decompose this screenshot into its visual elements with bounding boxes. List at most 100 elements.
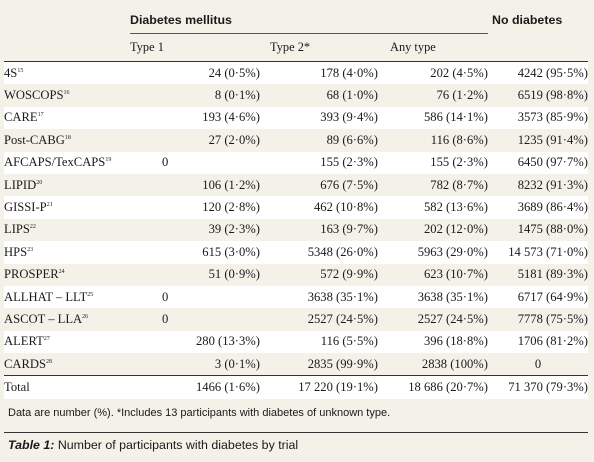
any-type-cell: 202 (12·0%) (423, 222, 488, 237)
trial-ref: 27 (43, 336, 50, 343)
table-row: LIPID20 106 (1·2%) 676 (7·5%) 782 (8·7%) 823… (4, 174, 588, 196)
trial-ref: 18 (64, 134, 71, 141)
table-row: AFCAPS/TexCAPS19 0 155 (2·3%) 155 (2·3%) 645… (4, 151, 588, 174)
any-type-cell: 5963 (29·0%) (378, 241, 488, 264)
no-diabetes-cell: 1706 (81·2%) (488, 330, 588, 354)
type1-cell: 615 (3·0%) (130, 241, 260, 264)
any-type-cell: 18 686 (20·7%) (378, 375, 488, 399)
type1-header: Type 1 (130, 40, 164, 54)
type2-cell: 5348 (26·0%) (260, 241, 378, 264)
table-row: Total 1466 (1·6%) 17 220 (19·1%) 18 686 (20… (4, 375, 588, 399)
trial-name: ASCOT – LLA (4, 311, 83, 326)
trial-name: LIPS (4, 222, 30, 237)
no-diabetes-cell: 3689 (86·4%) (488, 196, 588, 219)
diabetes-table: Diabetes mellitus No diabetes Type 1 Typ… (4, 6, 588, 399)
subheader-row: Type 1 Type 2* Any type (4, 34, 588, 62)
trial-ref: 26 (82, 313, 89, 320)
type2-cell: 178 (4·0%) (260, 61, 378, 85)
any-type-cell: 2838 (100%) (421, 356, 488, 371)
any-type-cell: 396 (18·8%) (378, 330, 488, 354)
trial-name-cell: HPS23 (4, 241, 130, 264)
no-diabetes-cell: 3573 (85·9%) (488, 106, 588, 130)
trial-ref: 20 (36, 179, 43, 186)
trial-name: ALERT (4, 334, 44, 349)
trial-ref: 19 (105, 157, 112, 164)
no-diabetes-cell: 6519 (98·8%) (517, 88, 588, 103)
type1-cell: 1466 (1·6%) (130, 375, 260, 399)
caption-divider (4, 432, 588, 433)
trial-ref: 23 (27, 246, 34, 253)
caption-label: Table 1: (8, 438, 55, 452)
no-diabetes-cell: 7778 (75·5%) (517, 311, 588, 326)
trial-name-cell: AFCAPS/TexCAPS19 (4, 151, 130, 174)
type2-cell: 116 (5·5%) (260, 330, 378, 354)
trial-ref: 24 (58, 269, 65, 276)
no-diabetes-cell: 5181 (89·3%) (517, 267, 588, 282)
trial-name-cell: CARDS28 (4, 353, 130, 376)
trial-name: HPS (4, 244, 28, 259)
trial-name-cell: LIPID20 (4, 174, 130, 196)
type1-cell: 0 (162, 311, 169, 326)
type2-cell: 676 (7·5%) (320, 177, 378, 192)
type1-cell: 0 (130, 151, 260, 174)
any-type-cell: 155 (2·3%) (378, 151, 488, 174)
trial-ref: 21 (46, 202, 53, 209)
table-row: CARDS28 3 (0·1%) 2835 (99·9%) 2838 (100%) 0 (4, 353, 588, 376)
type1-cell: 120 (2·8%) (130, 196, 260, 219)
no-diabetes-cell: 14 573 (71·0%) (488, 241, 588, 264)
trial-name-cell: Total (4, 375, 130, 399)
trial-name-cell: Post-CABG18 (4, 129, 130, 151)
no-diabetes-cell: 8232 (91·3%) (517, 177, 588, 192)
type2-cell: 155 (2·3%) (260, 151, 378, 174)
type1-cell: 39 (2·3%) (208, 222, 260, 237)
caption-text: Number of participants with diabetes by … (54, 438, 299, 452)
type1-cell: 0 (130, 285, 260, 309)
trial-name-cell: LIPS22 (4, 219, 130, 241)
trial-name-cell: 4S15 (4, 61, 130, 85)
any-type-cell: 76 (1·2%) (436, 88, 488, 103)
any-type-cell: 586 (14·1%) (378, 106, 488, 130)
trial-name: Post-CABG (4, 132, 65, 147)
type1-cell: 3 (0·1%) (214, 356, 260, 371)
type1-cell: 193 (4·6%) (130, 106, 260, 130)
type2-cell: 163 (9·7%) (320, 222, 378, 237)
table-row: ASCOT – LLA26 0 2527 (24·5%) 2527 (24·5%) 77… (4, 308, 588, 330)
type1-cell: 27 (2·0%) (208, 132, 260, 147)
no-diabetes-cell: 1475 (88·0%) (517, 222, 588, 237)
type2-cell: 68 (1·0%) (326, 88, 378, 103)
trial-ref: 15 (17, 67, 24, 74)
table-footnote: Data are number (%). *Includes 13 partic… (8, 407, 391, 419)
group-header-row: Diabetes mellitus No diabetes (4, 6, 588, 34)
type2-header: Type 2* (270, 40, 311, 54)
trial-name: WOSCOPS (4, 88, 64, 103)
any-type-cell: 3638 (35·1%) (378, 285, 488, 309)
type1-cell: 8 (0·1%) (214, 88, 260, 103)
table-body: 4S15 24 (0·5%) 178 (4·0%) 202 (4·5%) 4242 (9… (4, 61, 588, 399)
table-row: Post-CABG18 27 (2·0%) 89 (6·6%) 116 (8·6%) 1… (4, 129, 588, 151)
type2-cell: 3638 (35·1%) (260, 285, 378, 309)
trial-name-cell: ASCOT – LLA26 (4, 308, 130, 330)
table-row: HPS23 615 (3·0%) 5348 (26·0%) 5963 (29·0%) 1… (4, 241, 588, 264)
trial-name-cell: GISSI-P21 (4, 196, 130, 219)
trial-ref: 22 (29, 224, 36, 231)
table-row: WOSCOPS16 8 (0·1%) 68 (1·0%) 76 (1·2%) 6519 … (4, 84, 588, 106)
trial-name-cell: ALERT27 (4, 330, 130, 354)
type2-cell: 17 220 (19·1%) (260, 375, 378, 399)
trial-name: LIPID (4, 177, 37, 192)
any-type-cell: 202 (4·5%) (378, 61, 488, 85)
subheader-empty-2 (488, 34, 588, 62)
trial-name-cell: WOSCOPS16 (4, 84, 130, 106)
no-diabetes-cell: 1235 (91·4%) (517, 132, 588, 147)
trial-name-cell: ALLHAT – LLT25 (4, 285, 130, 309)
trial-ref: 17 (37, 112, 44, 119)
table-row: CARE17 193 (4·6%) 393 (9·4%) 586 (14·1%) 357… (4, 106, 588, 130)
type2-cell: 393 (9·4%) (260, 106, 378, 130)
type2-cell: 89 (6·6%) (326, 132, 378, 147)
trial-ref: 25 (87, 291, 94, 298)
trial-name: CARDS (4, 356, 46, 371)
no-diabetes-cell: 71 370 (79·3%) (488, 375, 588, 399)
table-row: ALERT27 280 (13·3%) 116 (5·5%) 396 (18·8%) 1… (4, 330, 588, 354)
any-type-header: Any type (390, 40, 436, 54)
trial-ref: 16 (63, 90, 70, 97)
